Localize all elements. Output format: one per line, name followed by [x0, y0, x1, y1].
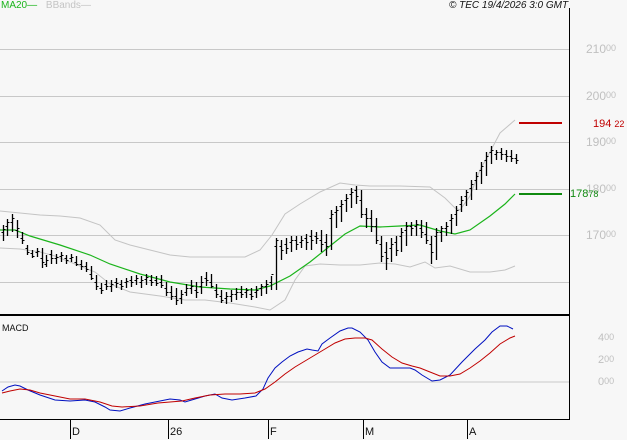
chart-legend: MA20— BBands—: [1, 0, 91, 12]
legend-bbands: BBands—: [45, 0, 91, 11]
x-tick-label: 26: [170, 426, 183, 438]
x-tick-label: A: [469, 426, 477, 438]
price-tick-label: 17000: [586, 228, 617, 242]
price-tick-label: 19000: [586, 135, 617, 149]
support-level-label: 17878: [570, 188, 599, 200]
copyright-timestamp: © TEC 19/4/2026 3:0 GMT: [449, 0, 569, 11]
price-tick-label: 18000: [586, 182, 617, 196]
macd-tick-label: 200: [598, 354, 615, 366]
x-tick-label: D: [72, 426, 80, 438]
macd-tick-label: 000: [598, 376, 615, 388]
bband-lower-line: [0, 247, 516, 311]
x-tick-label: M: [365, 426, 375, 438]
price-tick-label: 21000: [586, 42, 617, 56]
macd-signal-line: [1, 335, 516, 408]
bband-upper-line: [0, 119, 516, 258]
macd-tick-label: 400: [598, 332, 615, 344]
x-tick-label: F: [270, 426, 277, 438]
macd-line: [1, 325, 514, 412]
price-bars: [1, 146, 519, 305]
legend-ma20: MA20—: [1, 0, 38, 11]
x-axis-tick-marks: [70, 420, 468, 439]
ma20-line: [0, 193, 516, 291]
price-gridlines: [0, 49, 569, 283]
resistance-level-label: 194 22: [593, 118, 625, 130]
macd-panel-label: MACD: [2, 323, 29, 333]
price-tick-label: 20000: [586, 89, 617, 103]
